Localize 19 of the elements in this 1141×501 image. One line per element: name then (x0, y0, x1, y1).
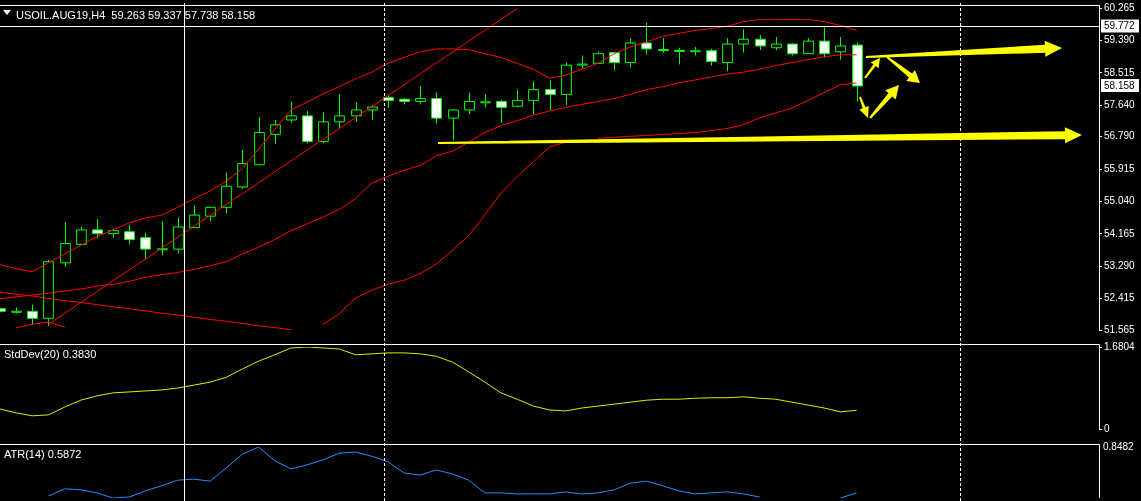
y-tick-label: 0 (1104, 422, 1110, 434)
chart-title: ATR(14) 0.5872 (4, 447, 82, 460)
y-tick-label: 54.165 (1104, 227, 1136, 239)
y-tick-label: 51.565 (1104, 323, 1136, 335)
y-tick-label: 1.6804 (1104, 340, 1136, 352)
ref-line-label: 59.772 (1104, 20, 1136, 32)
y-tick-label: 53.290 (1104, 259, 1136, 271)
y-tick-label: 59.390 (1104, 34, 1136, 46)
y-tick-label: 56.790 (1104, 130, 1136, 142)
chart-title: USOIL.AUG19,H4 59.263 59.337 57.738 58.158 (16, 8, 256, 21)
y-tick-label: 55.040 (1104, 195, 1136, 207)
text: 0.8482 (1103, 440, 1135, 452)
y-tick-label: 60.265 (1104, 1, 1136, 13)
chart-title: StdDev(20) 0.3830 (4, 347, 97, 360)
y-tick-label: 52.415 (1104, 292, 1136, 304)
y-tick-label: 55.915 (1104, 162, 1136, 174)
annotation: 58.158 (1104, 79, 1136, 91)
y-tick-label: 57.640 (1104, 98, 1136, 110)
y-tick-label: 58.515 (1104, 66, 1136, 78)
